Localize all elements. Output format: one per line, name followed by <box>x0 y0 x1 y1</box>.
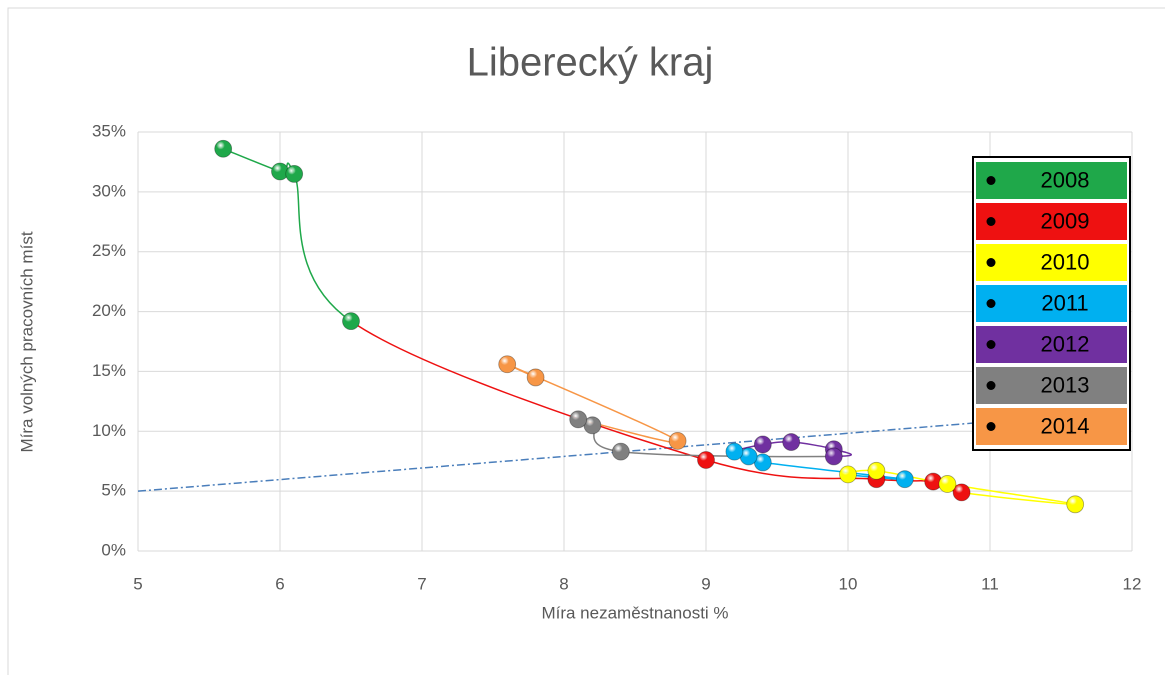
y-tick-label: 10% <box>92 421 126 440</box>
point <box>526 368 545 387</box>
legend-label: 2008 <box>1041 167 1090 192</box>
point <box>569 410 588 429</box>
x-tick-label: 8 <box>559 574 568 593</box>
x-tick-label: 7 <box>417 574 426 593</box>
legend: 2008 2009 2010 2011 2012 2013 2014 <box>972 156 1131 451</box>
y-tick-label: 30% <box>92 181 126 200</box>
y-axis-title: Míra volných pracovních míst <box>17 231 36 452</box>
point <box>697 451 715 469</box>
x-tick-label: 6 <box>275 574 284 593</box>
x-tick-label: 9 <box>701 574 710 593</box>
legend-marker <box>986 258 996 267</box>
point <box>668 431 687 450</box>
y-tick-label: 25% <box>92 241 126 260</box>
legend-swatch <box>976 367 1127 404</box>
legend-marker <box>986 340 996 349</box>
legend-swatch <box>976 408 1127 445</box>
point <box>782 433 801 451</box>
legend-label: 2011 <box>1041 290 1088 315</box>
series-line <box>762 441 852 458</box>
x-tick-label: 10 <box>839 574 858 593</box>
point <box>214 139 233 158</box>
point <box>839 465 857 484</box>
x-axis-title: Míra nezaměstnanosti % <box>541 603 728 622</box>
connector <box>350 320 707 461</box>
legend-marker <box>986 422 996 431</box>
y-tick-label: 5% <box>101 481 126 500</box>
point <box>938 475 957 493</box>
x-tick-label: 12 <box>1123 574 1142 593</box>
point <box>952 483 971 502</box>
point <box>867 461 886 480</box>
legend-marker <box>986 176 996 185</box>
point <box>895 470 914 489</box>
legend-label: 2012 <box>1041 331 1090 356</box>
legend-swatch <box>976 162 1127 199</box>
y-tick-label: 35% <box>92 121 126 140</box>
y-tick-label: 15% <box>92 361 126 380</box>
trendline <box>137 420 991 492</box>
x-tick-label: 5 <box>133 574 142 593</box>
connector <box>961 491 1076 506</box>
point <box>498 355 517 374</box>
points <box>214 139 1085 514</box>
point <box>611 442 630 461</box>
point <box>342 312 360 331</box>
point <box>1066 495 1085 514</box>
legend-marker <box>986 217 996 226</box>
legend-swatch <box>976 285 1127 322</box>
series-line <box>846 469 1076 506</box>
chart-frame <box>7 7 1165 675</box>
legend-swatch <box>976 244 1127 281</box>
legend-label: 2014 <box>1041 413 1090 438</box>
chart-title: Liberecký kraj <box>467 41 714 85</box>
y-tick-label: 0% <box>101 540 126 559</box>
legend-marker <box>986 299 996 308</box>
series-line <box>222 148 352 322</box>
x-tick-label: 11 <box>981 574 999 593</box>
legend-marker <box>986 381 996 390</box>
y-tick-label: 20% <box>92 301 126 320</box>
point <box>753 435 772 454</box>
legend-swatch <box>976 203 1127 240</box>
legend-label: 2010 <box>1041 249 1090 274</box>
point <box>824 447 843 466</box>
legend-label: 2009 <box>1041 208 1090 233</box>
point <box>725 442 744 461</box>
legend-label: 2013 <box>1041 372 1090 397</box>
legend-swatch <box>976 326 1127 363</box>
point <box>285 164 304 183</box>
